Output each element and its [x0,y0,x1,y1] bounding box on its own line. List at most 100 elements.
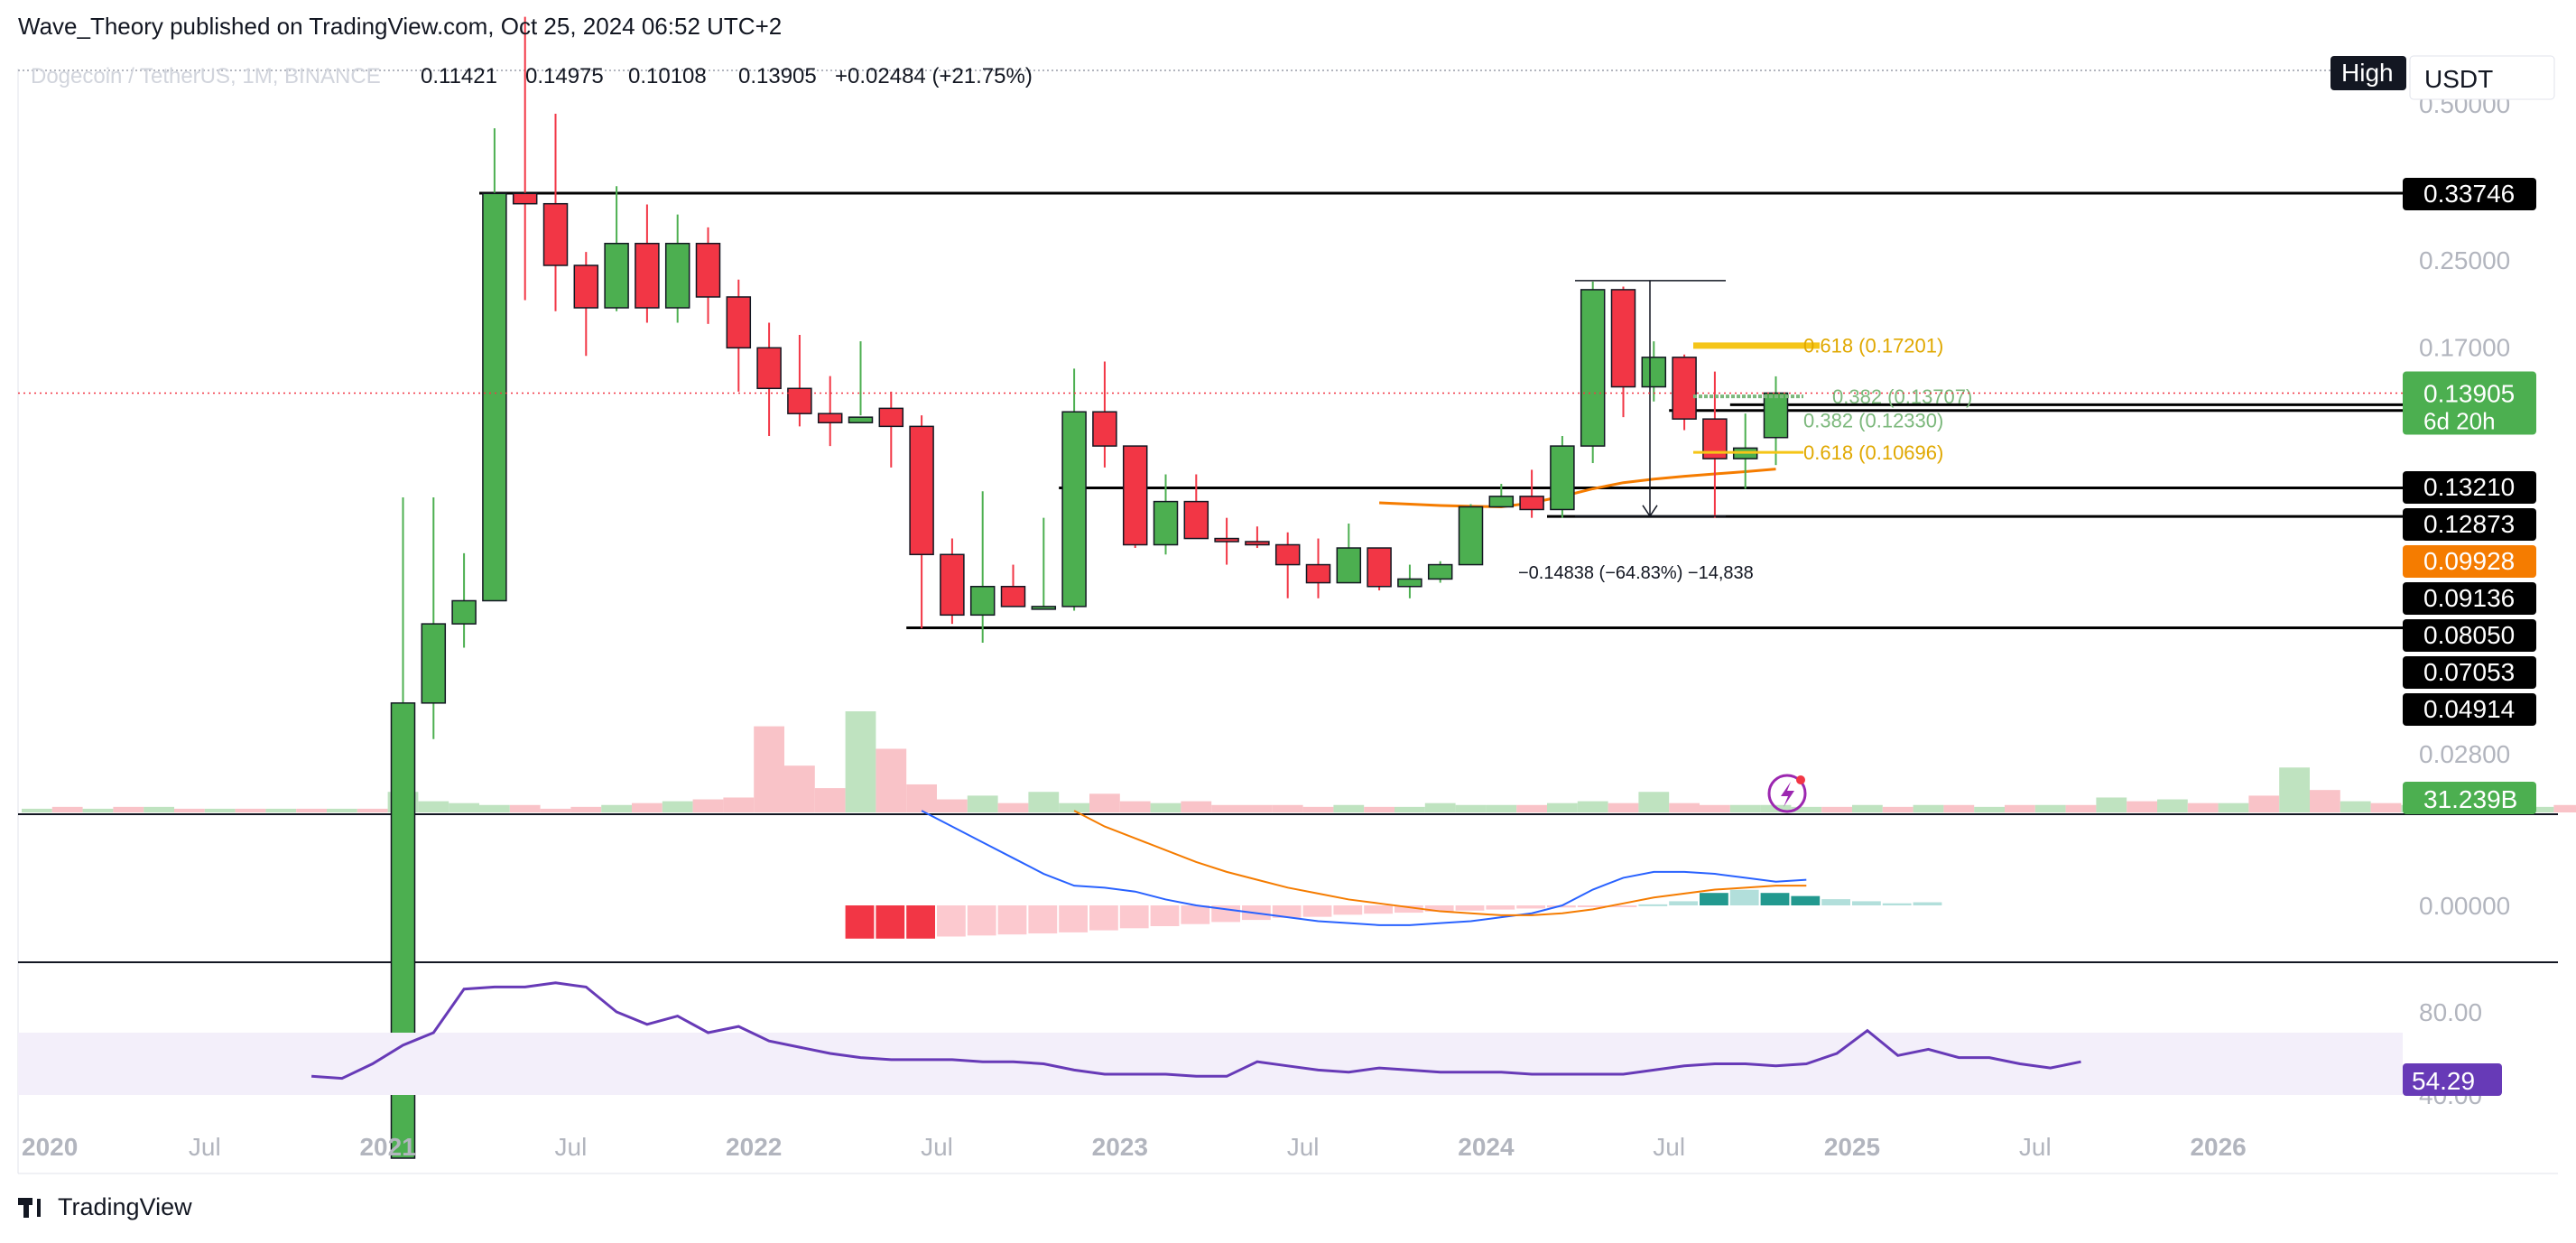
candle[interactable] [664,214,690,323]
fib-0618-band [1693,342,1820,349]
candle[interactable] [635,204,660,323]
candle[interactable] [482,128,507,602]
candle[interactable] [1274,532,1301,598]
volume-bar [845,711,876,812]
macd-histogram-bar [1272,905,1302,918]
macd-histogram-bar [1486,905,1515,910]
volume-series [22,711,2576,812]
macd-histogram-bar [1577,905,1607,907]
candle[interactable] [787,335,812,427]
macd-signal-line [1073,810,1807,916]
legend-change: +0.02484 (+21.75%) [835,64,1033,88]
candle[interactable] [969,491,996,643]
candle[interactable] [1458,504,1484,566]
candle[interactable] [878,391,904,468]
candle[interactable] [1610,286,1636,418]
candle[interactable] [1336,523,1362,584]
candle-body [1122,445,1148,546]
volume-label: 31.239B [2403,782,2536,814]
volume-bar [2370,802,2402,812]
candle[interactable] [1305,538,1331,598]
volume-bar [1852,804,1883,812]
measure-tool[interactable]: −0.14838 (−64.83%) −14,838 [1518,280,1754,583]
currency-button[interactable] [2409,55,2555,100]
candle[interactable] [695,227,721,324]
high-badge-bg[interactable] [2330,56,2406,90]
volume-bar [82,808,114,812]
candle[interactable] [848,341,874,423]
candle[interactable] [909,415,934,629]
volume-bar [2187,802,2219,812]
candle-body [451,599,477,625]
fib-label: 0.618 (0.17201) [1803,334,1943,357]
volume-bar [2096,797,2127,812]
candle[interactable] [1000,564,1026,608]
candle[interactable] [1641,341,1667,402]
candle[interactable] [1122,445,1148,549]
volume-bar [1547,802,1578,812]
time-axis-tick: 2024 [1458,1133,1515,1161]
macd-histogram-bar [1181,905,1210,924]
candle[interactable] [1763,376,1789,466]
candle[interactable] [573,252,599,357]
fib-label: 0.382 (0.13707) [1832,385,1972,408]
candle[interactable] [1488,484,1515,508]
candle[interactable] [1427,561,1453,583]
price-label-text: 0.04914 [2423,695,2515,723]
price-label-text: 0.33746 [2423,180,2515,208]
candle[interactable] [421,496,447,739]
candle[interactable] [1672,354,1697,431]
volume-bar [754,726,784,812]
symbol-legend[interactable]: Dogecoin / TetherUS, 1M, BINANCE 0.11421 0… [31,64,1033,88]
candle[interactable] [1397,564,1422,598]
candle[interactable] [1245,526,1270,549]
candle[interactable] [451,552,477,648]
candle[interactable] [1550,435,1575,518]
price-label-countdown: 6d 20h [2423,408,2496,435]
macd-histogram-bar [1089,905,1118,931]
candle[interactable] [1183,474,1209,540]
footer-brand[interactable]: TradingView [18,1193,192,1221]
candle[interactable] [940,538,965,625]
candle[interactable] [1092,361,1117,468]
volume-bar [449,802,479,812]
candle[interactable] [604,186,629,311]
candle-body [1305,563,1331,584]
candle[interactable] [1061,368,1087,611]
candle[interactable] [726,279,752,392]
candle[interactable] [756,322,782,436]
lightning-icon[interactable] [1767,774,1807,813]
candle-body [1183,500,1209,540]
candle[interactable] [1580,281,1606,463]
candles[interactable] [390,16,1789,1159]
macd-histogram-bar [1791,895,1821,905]
macd-histogram-bar [1150,905,1180,926]
candle-body [1519,496,1544,511]
candle[interactable] [1031,517,1057,610]
legend-close: 0.13905 [738,64,817,88]
candle[interactable] [1214,517,1239,565]
candle-body [1031,606,1057,610]
candle[interactable] [1519,469,1544,518]
candle[interactable] [542,113,569,311]
macd-histogram-bar [1424,905,1454,912]
volume-bar [22,808,52,812]
volume-bar [144,806,174,812]
candle-body [695,242,721,298]
volume-bar [2005,804,2035,812]
candle[interactable] [512,16,538,301]
candle[interactable] [1367,547,1392,591]
time-axis[interactable]: 2020 Jul 2021 Jul 2022 Jul 2023 Jul 2024 Jul 2025 J… [22,1133,2247,1161]
volume-bar [692,799,724,812]
candle-body [1000,586,1026,608]
legend-high: 0.14975 [525,64,604,88]
candle[interactable] [1153,474,1179,555]
top-right-controls[interactable]: High USDT [2330,55,2555,100]
time-axis-tick: Jul [555,1133,588,1161]
volume-bar [174,808,205,812]
candle[interactable] [817,376,843,447]
volume-bar [1669,802,1700,812]
